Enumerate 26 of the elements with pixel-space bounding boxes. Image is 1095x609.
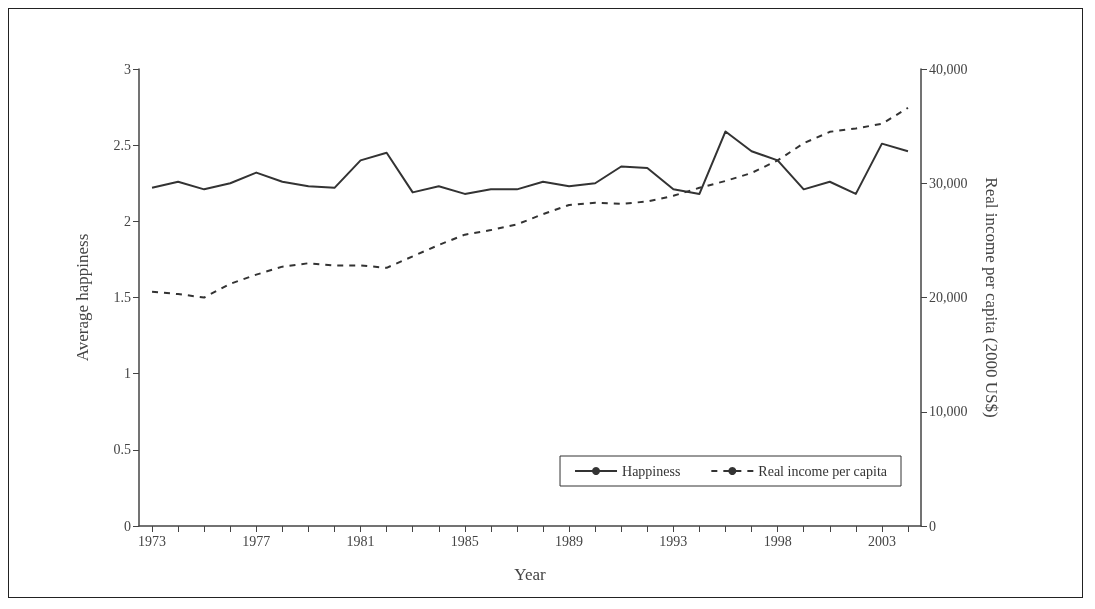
y-tick-label: 2.5	[113, 137, 131, 153]
y2-axis-title: Real income per capita (2000 US$)	[982, 177, 1001, 418]
x-tick-label: 1993	[659, 533, 688, 549]
x-tick-label: 1977	[242, 533, 271, 549]
y-tick-label: 0.5	[113, 442, 131, 458]
y2-tick-label: 20,000	[929, 290, 968, 305]
y-tick-label: 1.5	[113, 290, 131, 305]
y2-tick-label: 0	[929, 518, 936, 534]
y2-tick-label: 40,000	[929, 61, 968, 77]
y-tick-label: 0	[124, 518, 131, 534]
y-axis-title: Average happiness	[73, 233, 92, 362]
x-tick-label: 1989	[555, 533, 584, 549]
legend-label: Real income per capita	[758, 463, 888, 479]
legend-label: Happiness	[622, 463, 681, 479]
x-axis-title: Year	[514, 565, 546, 584]
y-tick-label: 1	[124, 366, 131, 382]
y2-tick-label: 30,000	[929, 175, 968, 191]
x-tick-label: 1998	[763, 533, 792, 549]
y-tick-label: 3	[124, 61, 131, 77]
x-tick-label: 1973	[138, 533, 167, 549]
x-tick-label: 2003	[867, 533, 896, 549]
x-tick-label: 1981	[346, 533, 375, 549]
line-series	[151, 106, 909, 299]
x-tick-label: 1985	[450, 533, 479, 549]
y-tick-label: 2	[124, 213, 131, 229]
y2-tick-label: 10,000	[929, 404, 968, 420]
